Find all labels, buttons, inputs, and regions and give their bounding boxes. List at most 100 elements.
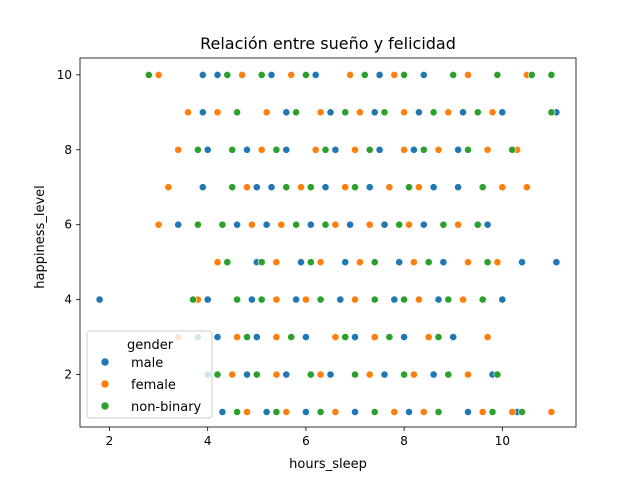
data-point-male: [498, 295, 507, 304]
data-point-male: [262, 220, 271, 229]
data-point-male: [243, 145, 251, 154]
data-point-non-binary: [306, 258, 315, 267]
data-point-male: [252, 333, 261, 341]
data-point-male: [174, 220, 183, 229]
chart-title: Relación entre sueño y felicidad: [200, 34, 456, 53]
data-point-male: [429, 183, 438, 192]
data-point-non-binary: [341, 333, 350, 341]
data-point-non-binary: [233, 408, 241, 416]
data-point-female: [400, 108, 408, 117]
data-point-male: [326, 108, 335, 117]
data-point-male: [243, 370, 251, 379]
data-point-male: [282, 108, 291, 117]
data-point-male: [326, 370, 335, 379]
data-point-male: [454, 145, 462, 154]
data-point-female: [257, 145, 266, 154]
data-point-female: [370, 333, 379, 341]
data-point-male: [351, 333, 359, 341]
data-point-male: [552, 258, 561, 267]
data-point-male: [351, 408, 359, 416]
data-point-female: [272, 370, 281, 379]
data-point-female: [508, 408, 517, 416]
legend-marker-non-binary: [100, 401, 110, 411]
data-point-female: [164, 183, 173, 192]
data-point-non-binary: [257, 258, 266, 267]
data-point-female: [464, 71, 472, 79]
data-point-male: [375, 71, 384, 79]
data-point-non-binary: [395, 220, 404, 229]
data-point-male: [301, 408, 310, 416]
data-point-non-binary: [321, 220, 330, 229]
data-point-male: [198, 183, 207, 192]
data-point-non-binary: [316, 295, 325, 304]
data-point-non-binary: [287, 333, 296, 341]
data-point-non-binary: [213, 370, 222, 379]
data-point-non-binary: [444, 370, 453, 379]
x-axis-label: hours_sleep: [289, 457, 367, 472]
data-point-non-binary: [282, 183, 291, 192]
data-point-female: [243, 183, 251, 192]
data-point-female: [414, 295, 423, 304]
data-point-female: [331, 408, 340, 416]
data-point-male: [297, 258, 305, 267]
data-point-non-binary: [370, 295, 379, 304]
data-point-female: [390, 408, 399, 416]
data-point-female: [405, 220, 413, 229]
data-point-female: [351, 295, 359, 304]
data-point-non-binary: [228, 145, 237, 154]
data-point-male: [405, 408, 413, 416]
data-point-male: [375, 145, 384, 154]
legend-title: gender: [127, 338, 174, 353]
data-point-male: [414, 108, 423, 117]
data-point-non-binary: [272, 145, 281, 154]
data-point-non-binary: [252, 370, 261, 379]
data-point-male: [346, 220, 354, 229]
data-point-non-binary: [306, 370, 315, 379]
data-point-non-binary: [518, 408, 526, 416]
data-point-male: [331, 145, 340, 154]
data-point-male: [439, 258, 448, 267]
data-point-non-binary: [483, 258, 492, 267]
x-tick-label: 8: [400, 434, 408, 448]
data-point-male: [498, 108, 507, 117]
data-point-male: [341, 258, 350, 267]
data-point-non-binary: [257, 295, 266, 304]
data-point-non-binary: [272, 408, 281, 416]
y-tick-label: 2: [64, 368, 72, 382]
legend-entries: male female non-binary: [100, 356, 202, 415]
data-point-female: [213, 108, 222, 117]
data-point-non-binary: [429, 108, 438, 117]
data-point-female: [277, 220, 286, 229]
data-point-female: [174, 145, 183, 154]
axis-ticks: 2 4 6 8 10 2 4 6 8 10: [57, 68, 510, 448]
data-point-female: [297, 183, 305, 192]
data-point-non-binary: [316, 408, 325, 416]
data-point-non-binary: [189, 295, 197, 304]
data-point-male: [336, 295, 345, 304]
data-point-male: [301, 333, 310, 341]
data-point-female: [355, 258, 364, 267]
data-point-female: [331, 220, 340, 229]
data-point-non-binary: [478, 183, 487, 192]
data-point-non-binary: [493, 370, 502, 379]
data-point-female: [154, 220, 163, 229]
data-point-non-binary: [144, 71, 153, 79]
data-point-non-binary: [370, 408, 379, 416]
data-point-male: [449, 333, 458, 341]
data-point-non-binary: [527, 71, 536, 79]
data-point-non-binary: [547, 71, 556, 79]
data-point-non-binary: [434, 408, 443, 416]
x-tick-label: 4: [204, 434, 212, 448]
data-point-non-binary: [405, 183, 413, 192]
data-point-female: [483, 145, 492, 154]
data-point-female: [316, 370, 325, 379]
data-point-female: [213, 258, 222, 267]
data-point-male: [459, 108, 467, 117]
legend-marker-male: [100, 357, 110, 367]
data-point-non-binary: [301, 71, 310, 79]
x-tick-label: 2: [106, 434, 114, 448]
data-point-male: [390, 295, 399, 304]
data-point-female: [184, 108, 192, 117]
data-point-non-binary: [547, 108, 556, 117]
data-point-non-binary: [306, 183, 315, 192]
